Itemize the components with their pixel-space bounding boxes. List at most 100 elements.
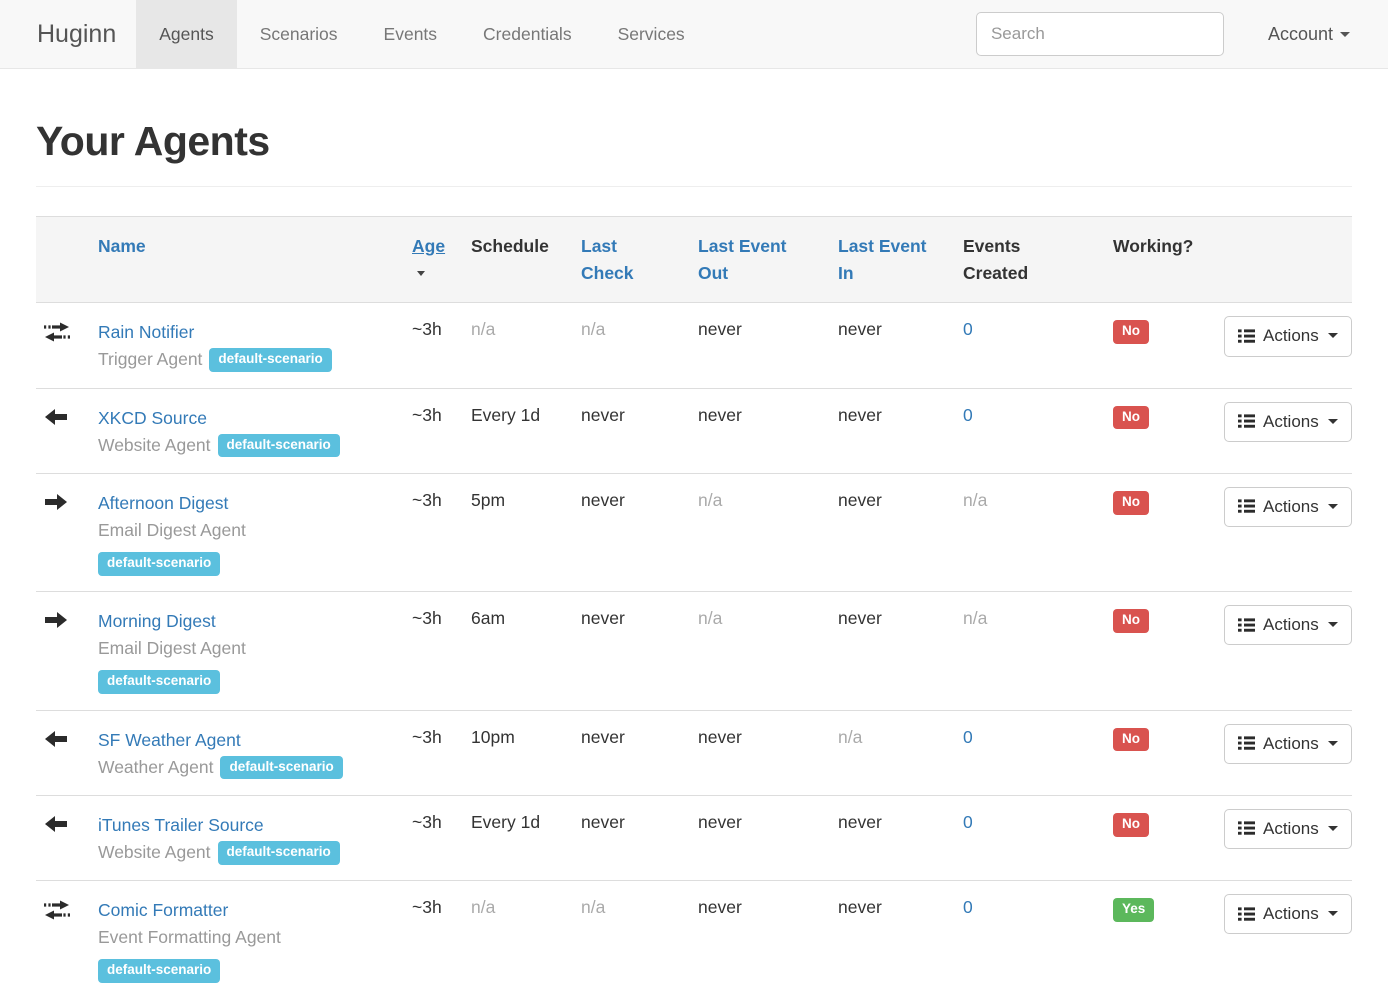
schedule-value: 6am: [471, 608, 505, 628]
agents-table: NameAgeScheduleLast CheckLast Event OutL…: [36, 216, 1352, 998]
nav-item-services[interactable]: Services: [595, 0, 708, 68]
last-event-out-value-cell: never: [690, 388, 830, 473]
nav-item-credentials[interactable]: Credentials: [460, 0, 595, 68]
working-cell: No: [1105, 710, 1216, 795]
navbar: Huginn AgentsScenariosEventsCredentialsS…: [0, 0, 1388, 69]
agent-name-cell: XKCD SourceWebsite Agentdefault-scenario: [90, 388, 404, 473]
schedule-value: Every 1d: [471, 812, 540, 832]
agent-row: SF Weather Agent Weather Agent default-sce…: [36, 710, 1352, 795]
events-created-value: n/a: [963, 490, 987, 510]
scenario-badge[interactable]: default-scenario: [209, 348, 331, 372]
working-cell: No: [1105, 592, 1216, 710]
agent-name-cell: SF Weather Agent Weather Agent default-sce…: [90, 710, 404, 795]
column-header-age[interactable]: Age: [404, 217, 463, 303]
actions-button[interactable]: Actions: [1224, 402, 1352, 442]
nav-item-agents[interactable]: Agents: [136, 0, 236, 68]
column-header-last-event-out[interactable]: Last Event Out: [690, 217, 830, 303]
list-icon: [1238, 414, 1255, 428]
last-event-out-value: n/a: [698, 608, 722, 628]
app-brand[interactable]: Huginn: [37, 0, 116, 68]
events-created-value[interactable]: 0: [963, 812, 973, 832]
actions-button[interactable]: Actions: [1224, 894, 1352, 934]
agent-type-label: Email Digest Agent: [98, 638, 246, 658]
search-input[interactable]: [976, 12, 1224, 56]
scenario-badge[interactable]: default-scenario: [98, 670, 220, 694]
actions-button[interactable]: Actions: [1224, 724, 1352, 764]
actions-button-label: Actions: [1263, 325, 1319, 346]
last-event-in-value-cell: n/a: [830, 710, 955, 795]
account-menu[interactable]: Account: [1224, 24, 1388, 45]
events-created-value[interactable]: 0: [963, 727, 973, 747]
scenario-badge[interactable]: default-scenario: [98, 552, 220, 576]
last-event-in-value-cell: never: [830, 303, 955, 388]
agent-flow-cell: [36, 592, 90, 710]
last-check-value: never: [581, 727, 625, 747]
column-header-last-check[interactable]: Last Check: [573, 217, 690, 303]
agent-name-link[interactable]: Comic Formatter: [98, 900, 228, 920]
agent-name-cell: Morning Digest Email Digest Agent default-…: [90, 592, 404, 710]
actions-button[interactable]: Actions: [1224, 605, 1352, 645]
actions-button[interactable]: Actions: [1224, 316, 1352, 356]
actions-button-label: Actions: [1263, 496, 1319, 517]
arrow-left-icon: [44, 408, 68, 426]
column-header-name[interactable]: Name: [90, 217, 404, 303]
last-check-value-cell: never: [573, 592, 690, 710]
nav-item-scenarios[interactable]: Scenarios: [237, 0, 361, 68]
account-label: Account: [1268, 24, 1333, 45]
agent-name-link[interactable]: SF Weather Agent: [98, 730, 241, 750]
last-check-value-cell: never: [573, 388, 690, 473]
agent-name-cell: iTunes Trailer Source Website Agent defaul…: [90, 795, 404, 880]
caret-down-icon: [1340, 32, 1350, 37]
last-event-in-value-cell: never: [830, 473, 955, 591]
agent-name-link[interactable]: Afternoon Digest: [98, 493, 228, 513]
last-event-out-value: never: [698, 812, 742, 832]
caret-down-icon: [1328, 333, 1338, 338]
age-value-cell: ~3h: [404, 303, 463, 388]
working-badge: No: [1113, 320, 1149, 344]
agent-name-link[interactable]: Rain Notifier: [98, 322, 194, 342]
nav-item-events[interactable]: Events: [361, 0, 461, 68]
events-created-value[interactable]: 0: [963, 405, 973, 425]
scenario-badge[interactable]: default-scenario: [98, 959, 220, 983]
age-value: ~3h: [412, 319, 442, 339]
agent-name-link[interactable]: iTunes Trailer Source: [98, 815, 264, 835]
last-event-in-value: n/a: [838, 727, 862, 747]
arrow-right-icon: [44, 611, 68, 629]
working-badge: No: [1113, 491, 1149, 515]
actions-button[interactable]: Actions: [1224, 809, 1352, 849]
schedule-value-cell: n/a: [463, 881, 573, 999]
scenario-badge[interactable]: default-scenario: [218, 841, 340, 865]
events-created-value[interactable]: 0: [963, 897, 973, 917]
agent-row: iTunes Trailer Source Website Agent defaul…: [36, 795, 1352, 880]
last-event-in-value-cell: never: [830, 592, 955, 710]
caret-down-icon: [1328, 741, 1338, 746]
last-event-in-value: never: [838, 405, 882, 425]
bidirectional-arrows-icon: [44, 900, 70, 920]
sort-caret-icon: [417, 271, 425, 276]
actions-cell: Actions: [1216, 473, 1352, 591]
scenario-badge[interactable]: default-scenario: [220, 756, 342, 780]
working-cell: No: [1105, 303, 1216, 388]
age-value: ~3h: [412, 812, 442, 832]
schedule-value: Every 1d: [471, 405, 540, 425]
scenario-badge[interactable]: default-scenario: [218, 434, 340, 458]
age-value-cell: ~3h: [404, 795, 463, 880]
agent-flow-cell: [36, 473, 90, 591]
column-header-last-event-in[interactable]: Last Event In: [830, 217, 955, 303]
agent-name-link[interactable]: XKCD Source: [98, 408, 207, 428]
age-value-cell: ~3h: [404, 473, 463, 591]
agent-type-label: Website Agent: [98, 842, 211, 862]
caret-down-icon: [1328, 504, 1338, 509]
last-event-out-value: n/a: [698, 490, 722, 510]
arrow-left-icon: [44, 730, 68, 748]
working-cell: Yes: [1105, 881, 1216, 999]
actions-button[interactable]: Actions: [1224, 487, 1352, 527]
schedule-value-cell: n/a: [463, 303, 573, 388]
actions-button-label: Actions: [1263, 411, 1319, 432]
agent-type-label: Weather Agent: [98, 757, 213, 777]
schedule-value-cell: Every 1d: [463, 388, 573, 473]
last-event-in-value: never: [838, 897, 882, 917]
agent-type-label: Trigger Agent: [98, 349, 202, 369]
events-created-value[interactable]: 0: [963, 319, 973, 339]
agent-name-link[interactable]: Morning Digest: [98, 611, 216, 631]
